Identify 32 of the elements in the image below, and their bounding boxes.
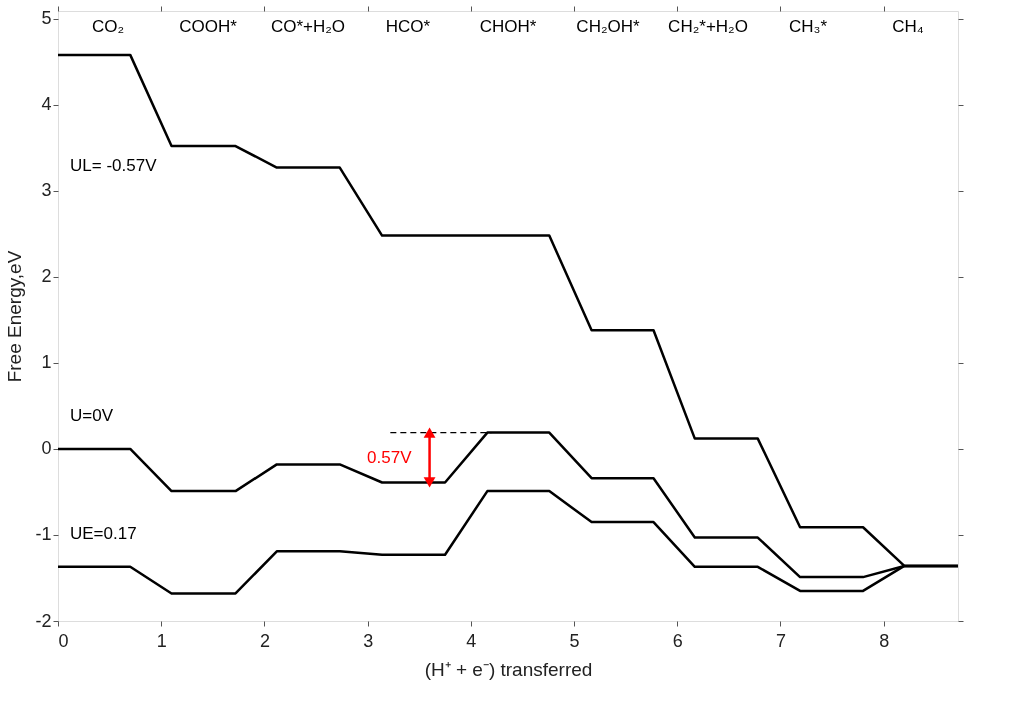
annotation: CH₂*+H₂O [668,17,748,36]
x-tick-label: 4 [466,630,477,651]
series-label: 0.57V [367,447,413,467]
y-tick-label: 2 [41,266,52,287]
x-axis-title: (H⁺ + e⁻) transferred [424,658,593,680]
annotation: U=0V [70,405,114,425]
annotation: UE=0.17 [70,523,137,543]
y-tick-label: -2 [35,610,52,631]
x-tick-label: 5 [569,630,580,651]
y-tick-label: 0 [41,438,52,459]
x-tick-label: 7 [775,630,786,651]
annotation: UL= -0.57V [70,155,158,175]
annotation: CH₄ [892,17,924,36]
y-tick-label: -1 [35,524,52,545]
y-tick-label: 3 [41,180,52,201]
annotation: CO₂ [91,17,125,36]
y-axis-title: Free Energy,eV [4,250,26,383]
x-tick-label: 2 [259,630,270,651]
annotation: HCO* [385,17,431,36]
y-tick-label: 1 [41,352,52,373]
x-tick-label: 3 [363,630,374,651]
x-tick-label: 8 [879,630,890,651]
annotation: CH₂OH* [576,17,641,36]
x-tick-label: 6 [672,630,683,651]
y-tick-label: 4 [41,94,52,115]
x-tick-label: 1 [156,630,167,651]
x-tick-label: 0 [58,630,69,651]
y-tick-label: 5 [41,8,52,29]
annotation: COOH* [179,17,238,36]
annotation: CHOH* [479,17,537,36]
annotation: CH₃* [788,17,828,36]
annotation: CO*+H₂O [270,17,346,36]
